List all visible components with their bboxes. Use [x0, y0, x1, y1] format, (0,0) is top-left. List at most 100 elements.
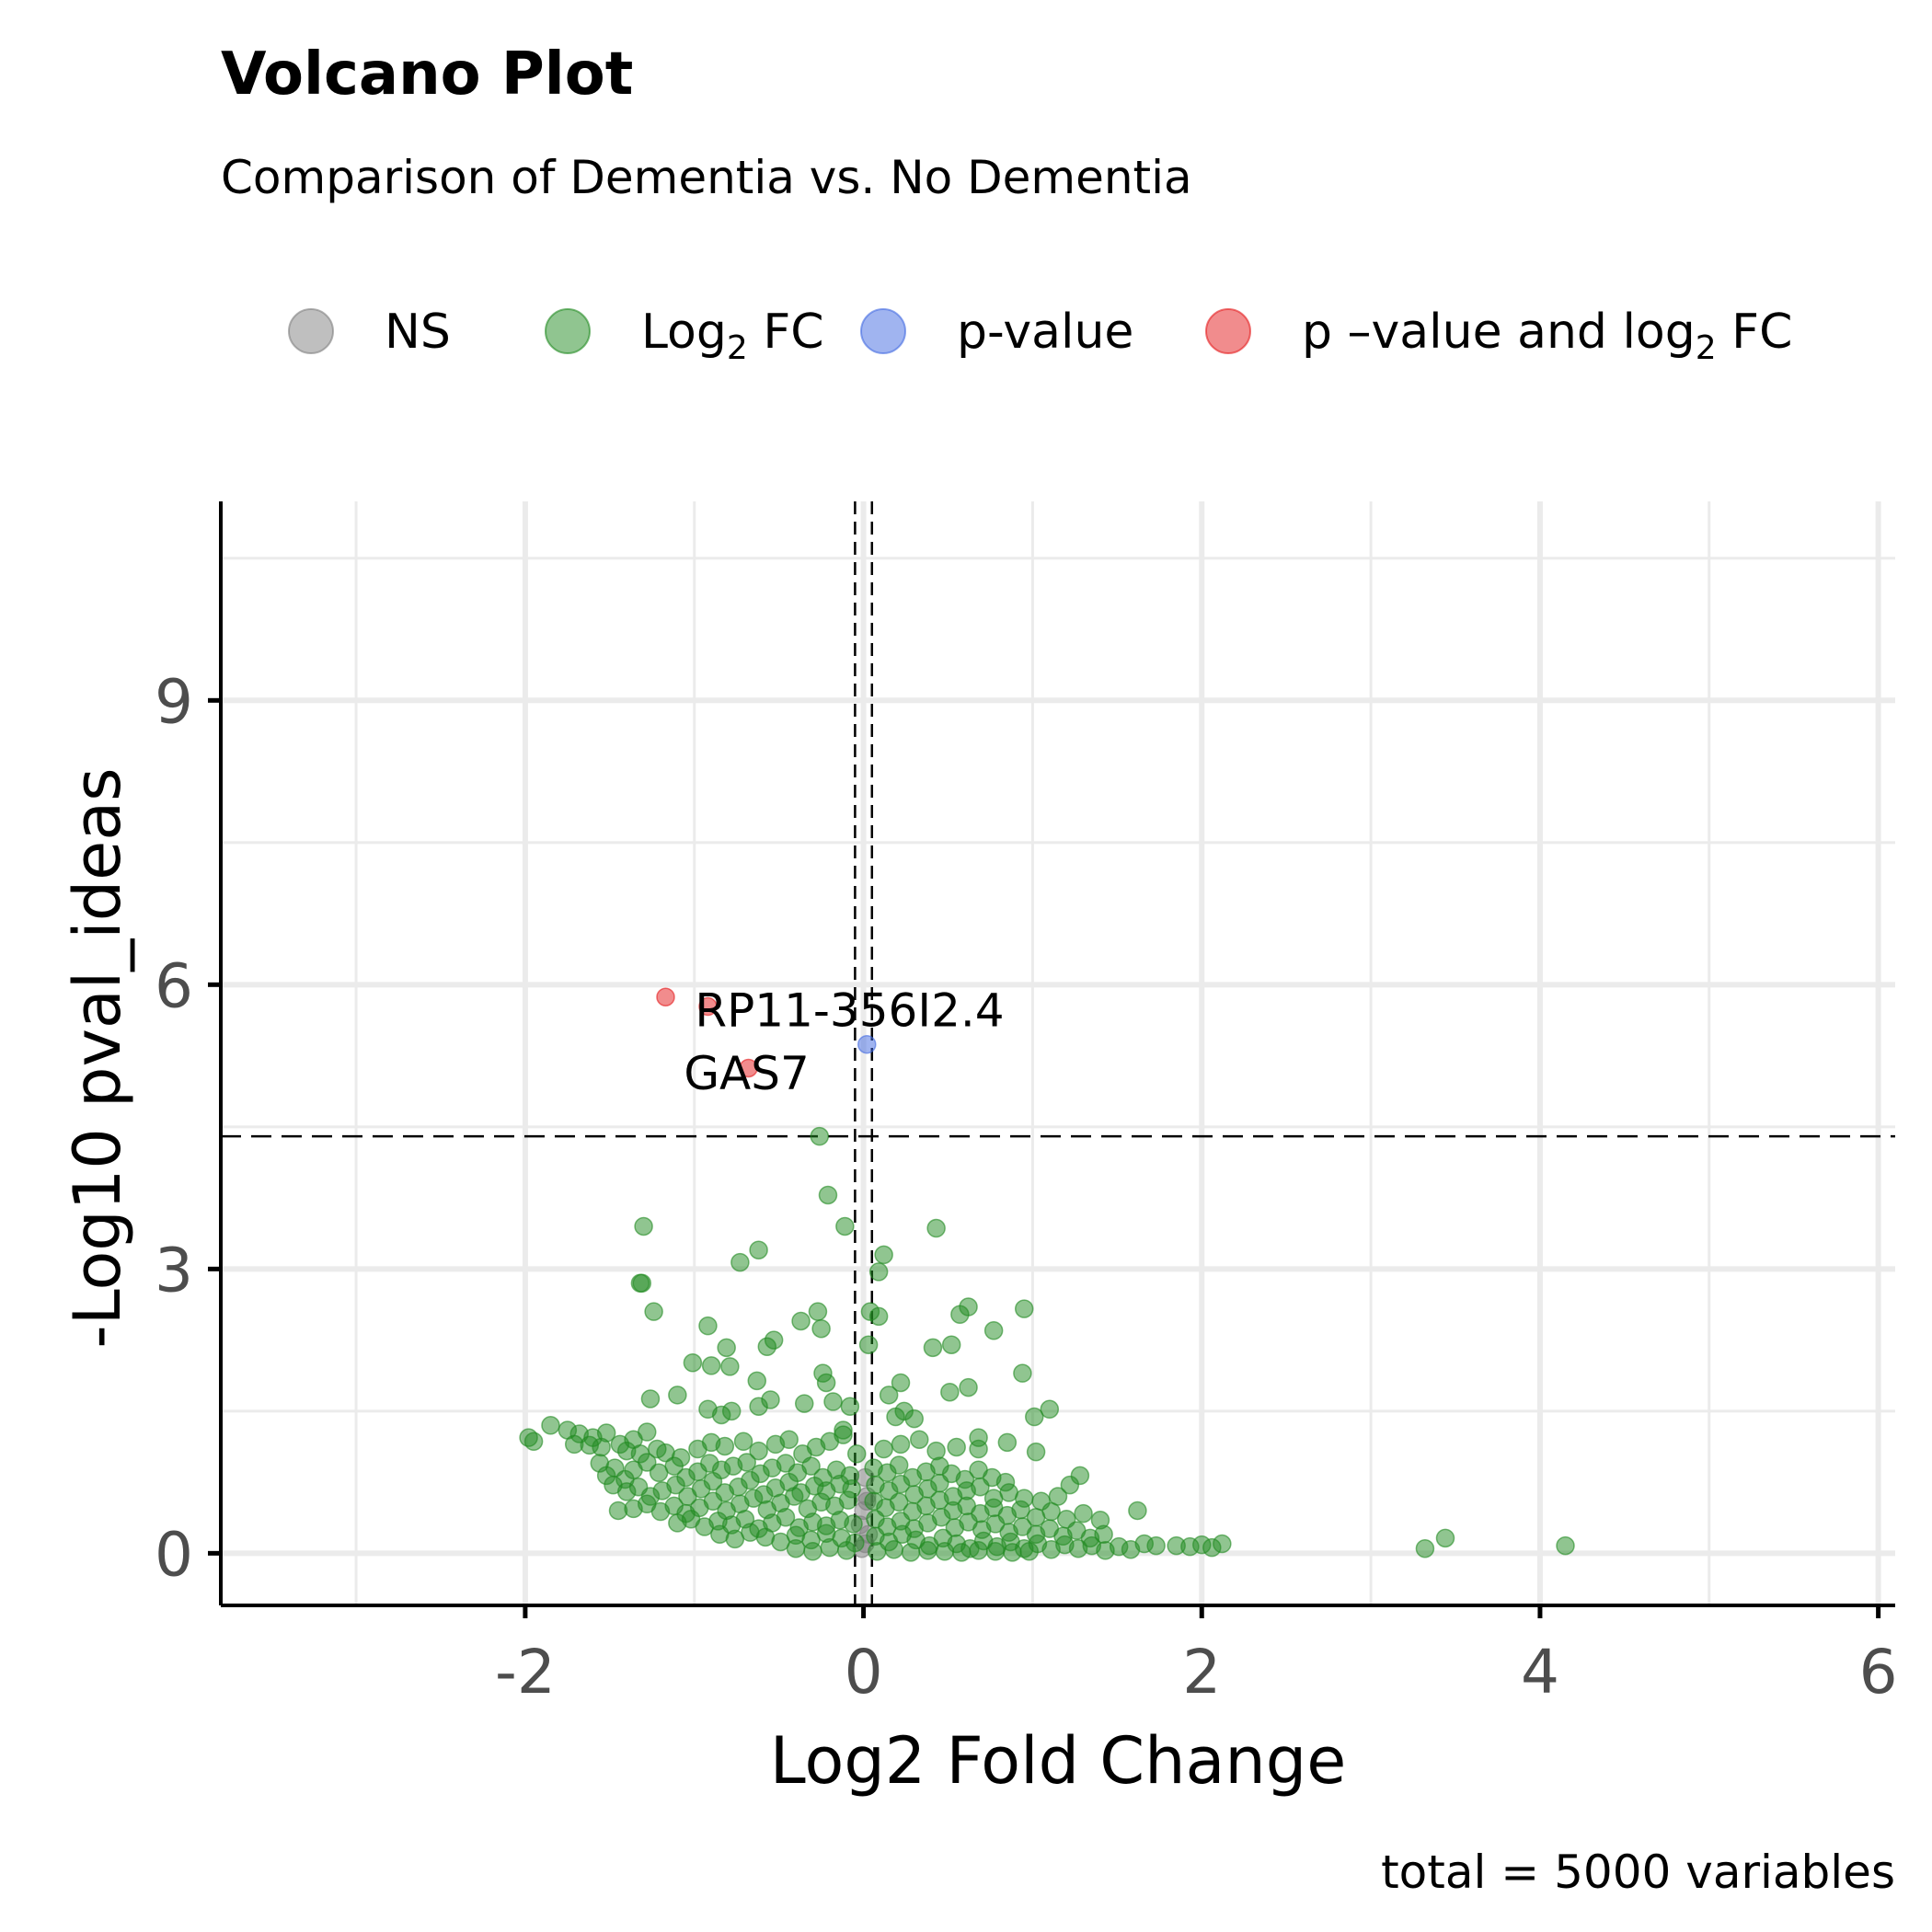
data-point-fc [840, 1397, 860, 1416]
data-point-fc [730, 1252, 750, 1272]
data-point-fc [816, 1373, 836, 1393]
y-tick-label: 9 [155, 666, 193, 737]
point-label: RP11-356I2.4 [695, 984, 1004, 1038]
data-point-fc [749, 1441, 768, 1461]
data-point-fc [834, 1425, 853, 1444]
threshold-lines [221, 501, 1895, 1605]
data-point-fc [741, 1470, 760, 1490]
data-point-fc [874, 1245, 893, 1265]
data-point-fc [874, 1439, 893, 1459]
data-point-fc [703, 1471, 723, 1491]
data-point-fc [935, 1542, 955, 1561]
data-point-fc [541, 1416, 560, 1435]
data-point-fc [1014, 1299, 1034, 1318]
legend-key-ns [288, 308, 334, 354]
data-point-fc [1415, 1538, 1435, 1558]
data-point-fc [947, 1437, 966, 1457]
data-points [519, 987, 1575, 1562]
data-point-fc [950, 1305, 970, 1325]
legend-label: NS [385, 305, 451, 360]
data-point-fc [747, 1371, 767, 1391]
data-point-fc [891, 1434, 911, 1455]
data-point-fc [951, 1543, 972, 1562]
data-point-fc [666, 1475, 685, 1495]
data-point-fc [743, 1489, 764, 1508]
data-point-fc [910, 1430, 929, 1449]
data-point-fc [931, 1507, 951, 1527]
data-point-fc [985, 1542, 1006, 1561]
legend-label: p-value [957, 305, 1133, 360]
data-point-fc [698, 1316, 718, 1336]
data-point-fc [1556, 1535, 1575, 1556]
data-point-fc [523, 1432, 544, 1452]
data-point-fc [836, 1541, 857, 1560]
data-point-fc [733, 1432, 753, 1452]
data-point-pfc [739, 1058, 758, 1078]
data-point-fc [638, 1422, 657, 1442]
data-point-fc [592, 1437, 611, 1457]
data-point-fc [784, 1487, 804, 1506]
data-point-fc [941, 1335, 961, 1354]
grid [221, 501, 1895, 1605]
data-point-fc [721, 1401, 742, 1421]
data-point-fc [1025, 1407, 1044, 1427]
data-point-fc [959, 1377, 978, 1397]
data-point-fc [1435, 1528, 1455, 1548]
data-point-fc [858, 1335, 879, 1354]
data-point-fc [886, 1407, 905, 1427]
data-point-fc [701, 1356, 721, 1375]
legend-label: Log2 FC [641, 305, 824, 367]
y-tick-label: 3 [155, 1235, 193, 1305]
data-point-fc [997, 1432, 1018, 1453]
chart-title: Volcano Plot [221, 40, 633, 109]
data-point-fc [940, 1382, 960, 1402]
data-point-fc [644, 1302, 663, 1321]
data-point-fc [668, 1386, 687, 1405]
data-point-fc [969, 1541, 988, 1560]
data-point-fc [891, 1373, 911, 1393]
data-point-fc [868, 1306, 889, 1327]
y-tick-label: 0 [155, 1519, 193, 1590]
data-point-fc [1003, 1543, 1022, 1562]
data-point-fc [983, 1321, 1004, 1340]
data-point-fc [818, 1185, 838, 1205]
x-tick-label: 2 [1182, 1637, 1221, 1708]
data-point-fc [717, 1338, 736, 1358]
data-point-fc [640, 1389, 661, 1409]
data-point-fc [1019, 1542, 1039, 1561]
data-point-fc [1213, 1534, 1232, 1554]
data-point-fc [846, 1443, 867, 1464]
data-point-fc [715, 1436, 735, 1456]
data-point-fc [985, 1514, 1006, 1534]
data-point-fc [664, 1456, 684, 1476]
data-point-pfc [656, 987, 675, 1006]
data-point-fc [1013, 1363, 1032, 1383]
legend-key-p [860, 308, 906, 354]
data-point-fc [634, 1216, 653, 1236]
chart-subtitle: Comparison of Dementia vs. No Dementia [221, 151, 1192, 204]
data-point-fc [720, 1357, 740, 1376]
data-point-fc [1060, 1475, 1080, 1495]
data-point-fc [868, 1262, 889, 1282]
data-point-fc [844, 1514, 863, 1534]
data-point-fc [969, 1428, 988, 1447]
y-axis-label: -Log10 pval_ideas [60, 767, 135, 1348]
data-point-fc [1040, 1399, 1060, 1420]
data-point-fc [703, 1491, 723, 1511]
x-axis-label: Log2 Fold Change [770, 1723, 1347, 1799]
data-point-fc [926, 1441, 946, 1461]
data-point-fc [835, 1216, 855, 1236]
data-point-fc [630, 1273, 650, 1294]
legend: NS Log2 FC p-value p –value and log2 FC [288, 305, 1792, 367]
data-point-fc [757, 1337, 777, 1357]
data-point-fc [868, 1542, 887, 1561]
data-point-fc [810, 1126, 830, 1146]
data-point-fc [791, 1311, 811, 1331]
data-point-fc [1074, 1503, 1093, 1524]
data-point-fc [879, 1386, 899, 1405]
data-point-fc [801, 1456, 821, 1476]
data-point-fc [889, 1455, 909, 1475]
x-tick-label: 0 [845, 1637, 883, 1708]
data-point-fc [1146, 1535, 1166, 1556]
